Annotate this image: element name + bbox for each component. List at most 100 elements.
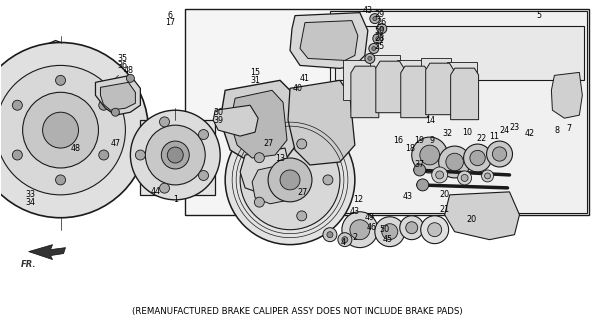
Polygon shape [140,120,215,195]
Text: 34: 34 [26,198,36,207]
Text: 25: 25 [375,42,385,51]
Text: 40: 40 [293,84,303,93]
Text: 9: 9 [429,136,434,145]
Circle shape [254,153,264,163]
Circle shape [457,171,472,185]
Circle shape [338,233,352,247]
Text: 27: 27 [298,188,308,197]
Circle shape [162,141,189,169]
Circle shape [99,150,109,160]
Text: 6: 6 [168,11,173,20]
Circle shape [99,100,109,110]
Polygon shape [96,76,140,115]
Circle shape [268,158,312,202]
Circle shape [485,173,491,179]
Text: 42: 42 [525,129,535,138]
Polygon shape [252,163,295,204]
Text: 31: 31 [250,76,260,85]
Circle shape [168,147,184,163]
Text: 43: 43 [363,6,373,15]
Polygon shape [445,192,520,240]
Circle shape [127,74,134,82]
Circle shape [417,179,429,191]
Text: 37: 37 [415,160,425,170]
Text: 50: 50 [380,225,390,234]
Text: 16: 16 [393,136,403,145]
Circle shape [400,216,424,240]
Polygon shape [447,62,476,102]
Polygon shape [401,66,429,118]
Text: 10: 10 [463,128,473,137]
Text: 30: 30 [213,108,223,117]
Polygon shape [351,66,379,118]
Circle shape [461,174,468,181]
Text: 23: 23 [510,123,520,132]
Circle shape [198,171,208,180]
Polygon shape [213,105,258,136]
Circle shape [12,150,23,160]
Text: 12: 12 [353,195,363,204]
Polygon shape [343,60,373,100]
Text: 28: 28 [375,34,385,43]
Text: 43: 43 [403,192,413,201]
Circle shape [376,36,380,41]
Text: FR.: FR. [21,260,36,269]
Text: 43: 43 [350,207,360,216]
Text: 44: 44 [150,188,160,196]
Circle shape [0,65,125,195]
Circle shape [56,175,65,185]
Polygon shape [29,244,65,260]
Text: 2: 2 [352,233,358,242]
Text: 8: 8 [555,126,560,135]
Text: (REMANUFACTURED BRAKE CALIPER ASSY DOES NOT INCLUDE BRAKE PADS): (REMANUFACTURED BRAKE CALIPER ASSY DOES … [132,307,462,316]
Polygon shape [290,13,368,68]
Text: 1: 1 [173,195,178,204]
Polygon shape [6,41,106,195]
Circle shape [297,139,307,149]
Text: 20: 20 [466,215,476,224]
Text: 32: 32 [443,129,453,138]
Circle shape [327,232,333,238]
Text: 4: 4 [340,238,345,247]
Text: 20: 20 [440,190,450,199]
Circle shape [406,222,418,234]
Circle shape [146,125,205,185]
Circle shape [112,108,119,116]
Text: 15: 15 [250,68,260,77]
Circle shape [369,44,379,53]
Text: 21: 21 [440,205,450,214]
Polygon shape [335,26,584,80]
Circle shape [470,150,485,166]
Text: 17: 17 [165,18,175,27]
Circle shape [414,164,426,176]
Text: 47: 47 [110,139,121,148]
Text: 7: 7 [567,124,572,132]
Circle shape [56,76,65,85]
Circle shape [432,167,448,183]
Circle shape [198,130,208,140]
Circle shape [372,46,376,51]
Polygon shape [100,82,135,110]
Polygon shape [551,72,582,118]
Text: 41: 41 [300,74,310,83]
Text: 49: 49 [365,213,375,222]
Circle shape [446,153,463,171]
Circle shape [254,197,264,207]
Circle shape [342,237,348,243]
Circle shape [131,110,220,200]
Text: 46: 46 [367,223,377,232]
Polygon shape [376,61,404,113]
Polygon shape [300,20,358,60]
Circle shape [43,112,78,148]
Circle shape [463,144,492,172]
Circle shape [373,34,383,44]
Circle shape [365,53,375,63]
Polygon shape [220,80,300,165]
Circle shape [135,150,146,160]
Circle shape [240,130,340,230]
Polygon shape [451,68,479,120]
Text: 13: 13 [275,154,285,163]
Polygon shape [421,59,451,98]
Polygon shape [288,80,355,165]
Polygon shape [185,9,589,215]
